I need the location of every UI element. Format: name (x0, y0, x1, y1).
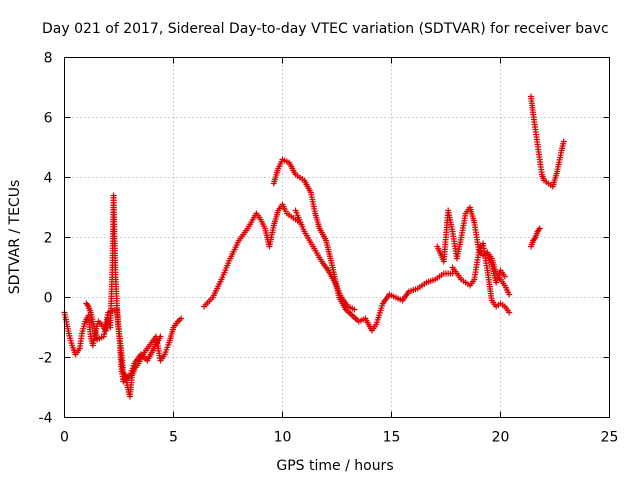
y-tick-label: 2 (44, 231, 53, 247)
series-seg9 (528, 225, 543, 250)
data-point (157, 333, 164, 340)
y-tick-label: -2 (39, 351, 53, 367)
data-point (506, 291, 513, 298)
data-point (506, 309, 513, 316)
y-tick-labels: -4 -2 0 2 4 6 8 (39, 51, 53, 427)
x-tick-label: 25 (601, 430, 619, 446)
data-point (501, 273, 508, 280)
series-seg8 (484, 252, 508, 286)
y-tick-label: -4 (39, 411, 53, 427)
x-tick-label: 15 (383, 430, 401, 446)
series-seg10 (528, 93, 567, 190)
chart-title: Day 021 of 2017, Sidereal Day-to-day VTE… (42, 21, 609, 37)
series-seg3 (201, 201, 303, 310)
series-seg7 (449, 240, 513, 316)
series-seg4 (270, 156, 456, 334)
data-points (61, 93, 567, 400)
grid-lines (64, 57, 610, 418)
x-tick-label: 20 (492, 430, 510, 446)
x-tick-label: 5 (169, 430, 178, 446)
series-seg5 (292, 207, 358, 313)
x-tick-label: 10 (274, 430, 292, 446)
data-point (178, 315, 185, 322)
y-tick-label: 0 (44, 291, 53, 307)
y-axis-label: SDTVAR / TECUs (7, 180, 23, 295)
series-seg2 (83, 300, 164, 382)
y-tick-label: 4 (44, 171, 53, 187)
y-tick-label: 6 (44, 111, 53, 127)
x-axis-label: GPS time / hours (276, 458, 393, 474)
x-tick-label: 0 (60, 430, 69, 446)
data-point (351, 306, 358, 313)
x-tick-labels: 0 5 10 15 20 25 (60, 430, 618, 446)
y-tick-label: 8 (44, 51, 53, 67)
axis-ticks (64, 57, 610, 418)
series-seg1 (61, 192, 185, 400)
data-point (536, 225, 543, 232)
data-point (560, 138, 567, 145)
